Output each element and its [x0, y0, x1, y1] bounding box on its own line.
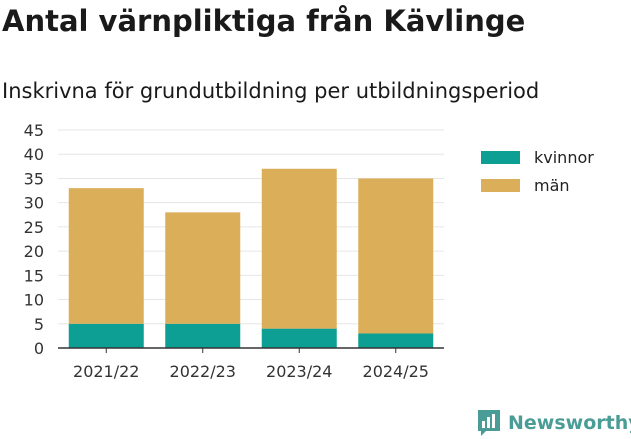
- bar-chart-speech-bubble-icon: [478, 410, 500, 436]
- y-tick-label-20: 20: [24, 242, 44, 261]
- legend: kvinnor män: [481, 148, 594, 195]
- y-axis-tick-labels: 0 5 10 15 20 25 30 35 40 45: [24, 121, 44, 358]
- logo-text: Newsworthy: [508, 412, 631, 434]
- stacked-bar-chart: 0 5 10 15 20 25 30 35 40 45 2021/22 2022/23 2023/24…: [24, 121, 595, 381]
- x-tick-label-3: 2024/25: [363, 362, 429, 381]
- y-tick-label-0: 0: [34, 339, 44, 358]
- x-axis-tick-labels: 2021/22 2022/23 2023/24 2024/25: [73, 348, 429, 381]
- chart-subtitle: Inskrivna för grundutbildning per utbild…: [2, 79, 540, 103]
- y-tick-label-25: 25: [24, 218, 44, 237]
- x-tick-label-1: 2022/23: [170, 362, 236, 381]
- legend-label-0: kvinnor: [534, 148, 594, 167]
- bar-2021-22-man: [68, 188, 144, 324]
- legend-swatch-1: [481, 179, 520, 192]
- y-tick-label-5: 5: [34, 315, 44, 334]
- bar-2021-22-kvinnor: [68, 323, 144, 348]
- newsworthy-logo: Newsworthy: [476, 408, 631, 438]
- bar-2023-24-man: [261, 168, 337, 329]
- x-tick-label-0: 2021/22: [73, 362, 139, 381]
- y-tick-label-10: 10: [24, 291, 44, 310]
- legend-swatch-0: [481, 151, 520, 164]
- legend-label-1: män: [534, 176, 570, 195]
- y-tick-label-45: 45: [24, 121, 44, 140]
- bar-2024-25-man: [358, 178, 434, 334]
- y-tick-label-35: 35: [24, 169, 44, 188]
- x-tick-label-2: 2023/24: [266, 362, 332, 381]
- bar-2023-24-kvinnor: [261, 328, 337, 348]
- y-tick-label-15: 15: [24, 266, 44, 285]
- y-tick-label-40: 40: [24, 145, 44, 164]
- y-tick-label-30: 30: [24, 194, 44, 213]
- chart-title: Antal värnpliktiga från Kävlinge: [2, 4, 526, 38]
- bar-2024-25-kvinnor: [358, 333, 434, 348]
- bar-2022-23-kvinnor: [165, 323, 241, 348]
- bars: [68, 168, 434, 348]
- bar-2022-23-man: [165, 212, 241, 324]
